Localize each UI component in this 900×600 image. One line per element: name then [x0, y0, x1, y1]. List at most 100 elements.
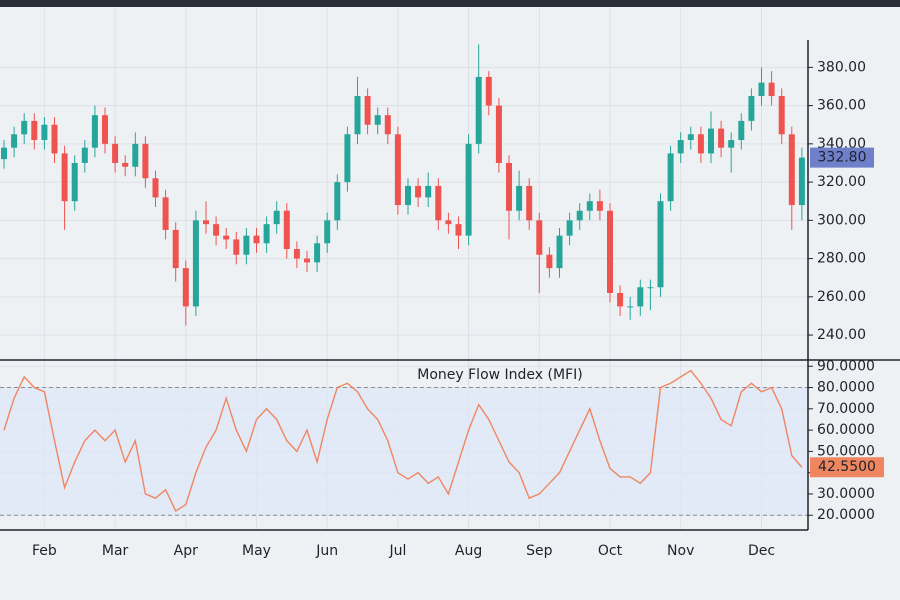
- candle-body: [354, 96, 361, 135]
- candle-body: [687, 134, 694, 141]
- y-tick-label: 20.0000: [817, 507, 875, 523]
- candle-body: [304, 258, 310, 263]
- candle-body: [81, 147, 88, 163]
- last-value-badge: [810, 457, 884, 478]
- x-tick-label: Nov: [667, 543, 694, 559]
- candle-body: [748, 96, 755, 121]
- x-tick-label: Feb: [32, 543, 57, 559]
- candle-body: [142, 143, 149, 179]
- y-tick-label: 90.0000: [817, 358, 875, 374]
- candle-body: [91, 115, 98, 148]
- candle-body: [657, 201, 664, 288]
- candle-body: [718, 128, 725, 148]
- candle-body: [647, 287, 654, 289]
- candle-body: [364, 96, 371, 125]
- candle-body: [112, 143, 119, 163]
- y-tick-label: 30.0000: [817, 486, 875, 502]
- candle-body: [21, 120, 28, 135]
- candle-body: [708, 128, 714, 154]
- candle-body: [263, 224, 270, 244]
- candle-body: [475, 76, 482, 144]
- candle-body: [465, 143, 472, 236]
- y-tick-label: 360.00: [817, 98, 866, 114]
- candle-body: [203, 220, 209, 225]
- last-price-badge: [810, 147, 874, 168]
- candle-body: [1, 147, 7, 160]
- candle-body: [182, 268, 189, 307]
- x-tick-label: Mar: [102, 543, 129, 559]
- x-tick-label: Apr: [174, 543, 198, 559]
- candle-body: [102, 115, 108, 144]
- candle-body: [728, 140, 735, 148]
- candle-body: [344, 134, 351, 183]
- candle-body: [152, 178, 159, 198]
- candle-body: [637, 287, 644, 307]
- candle-body: [394, 134, 401, 206]
- candle-body: [31, 120, 38, 141]
- y-tick-label: 70.0000: [817, 401, 875, 417]
- y-tick-label: 50.0000: [817, 443, 875, 459]
- x-tick-label: Sep: [526, 543, 553, 559]
- candle-body: [536, 220, 543, 255]
- candle-body: [576, 210, 583, 221]
- candle-body: [384, 115, 391, 135]
- x-tick-label: Jul: [388, 543, 406, 559]
- mfi-line: [3, 369, 803, 512]
- x-tick-label: Aug: [455, 543, 482, 559]
- last-value-label: 42.5500: [818, 459, 876, 475]
- candle-body: [132, 143, 139, 167]
- x-tick-label: May: [242, 543, 271, 559]
- y-tick-label: 240.00: [817, 327, 866, 343]
- y-tick-label: 260.00: [817, 289, 866, 305]
- candle-body: [667, 153, 674, 202]
- candle-body: [415, 185, 422, 198]
- candle-body: [374, 115, 381, 125]
- candle-body: [677, 140, 684, 154]
- y-tick-label: 380.00: [817, 59, 866, 75]
- candle-body: [627, 306, 634, 308]
- y-tick-label: 300.00: [817, 212, 866, 228]
- candle-body: [586, 201, 593, 211]
- y-tick-label: 60.0000: [817, 422, 875, 438]
- candle-body: [162, 197, 169, 230]
- candle-body: [495, 105, 502, 163]
- candle-body: [172, 229, 179, 269]
- candle-body: [41, 124, 48, 141]
- candle-body: [293, 249, 300, 259]
- candle-body: [253, 235, 260, 244]
- candle-body: [455, 224, 462, 236]
- candle-body: [788, 134, 795, 206]
- candle-body: [223, 235, 230, 240]
- candle-body: [283, 210, 290, 250]
- candle-body: [314, 243, 321, 263]
- candle-body: [192, 220, 199, 307]
- x-tick-label: Jun: [315, 543, 338, 559]
- candle-body: [51, 124, 58, 154]
- candle-body: [435, 185, 442, 221]
- x-tick-label: Oct: [598, 543, 623, 559]
- top-bar: [0, 0, 900, 7]
- candle-body: [566, 220, 573, 236]
- candle-body: [213, 224, 220, 236]
- candle-body: [61, 153, 68, 202]
- candle-body: [122, 162, 129, 167]
- candle-body: [778, 96, 785, 135]
- x-tick-label: Dec: [748, 543, 775, 559]
- candle-body: [516, 185, 523, 211]
- y-tick-label: 280.00: [817, 251, 866, 267]
- candle-body: [596, 201, 603, 211]
- candle-body: [768, 82, 775, 97]
- candle-body: [243, 235, 250, 255]
- candle-body: [485, 76, 492, 106]
- band-fill: [0, 387, 808, 516]
- candle-body: [526, 185, 533, 221]
- last-price-label: 332.80: [818, 150, 867, 166]
- candle-body: [71, 162, 78, 202]
- candle-body: [607, 210, 613, 293]
- candle-body: [798, 157, 805, 206]
- candle-body: [697, 134, 704, 154]
- candle-body: [738, 120, 745, 141]
- candle-body: [233, 239, 240, 255]
